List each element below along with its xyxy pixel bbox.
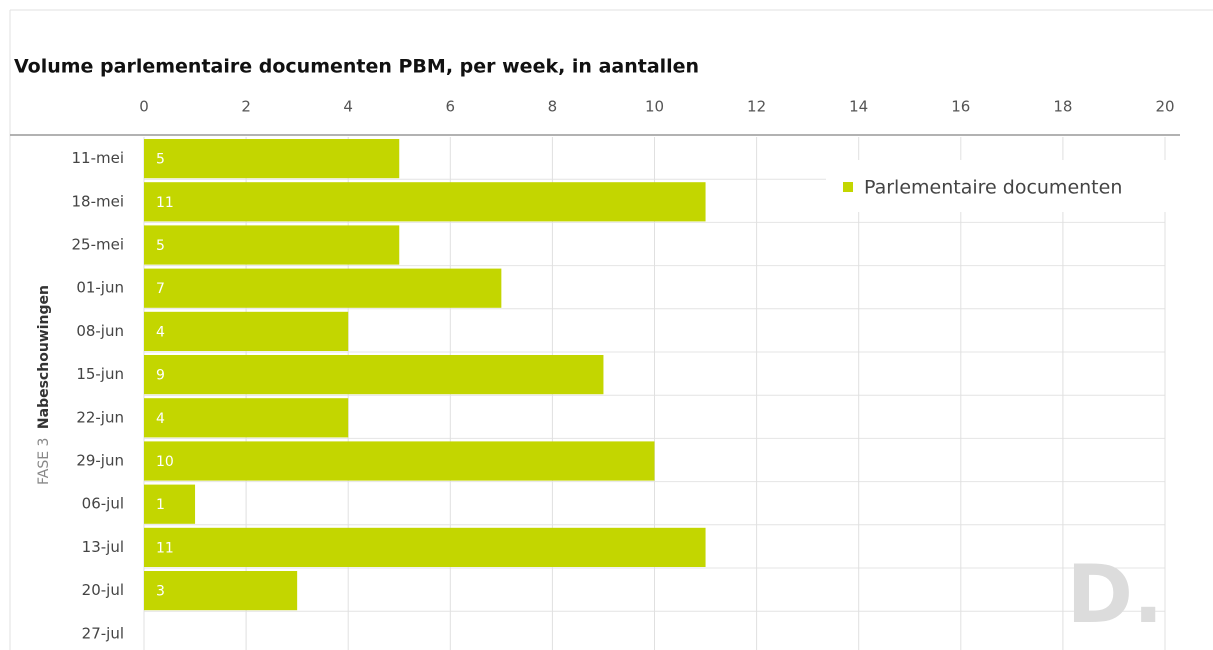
value-label: 10 bbox=[156, 454, 174, 470]
y-tick-label: 15-jun bbox=[76, 365, 124, 383]
x-tick-label: 6 bbox=[446, 98, 456, 116]
y-tick-label: 18-mei bbox=[71, 192, 124, 210]
y-tick-label: 27-jul bbox=[82, 624, 124, 642]
y-tick-label: 08-jun bbox=[76, 322, 124, 340]
bar bbox=[144, 441, 655, 481]
x-tick-label: 12 bbox=[747, 98, 766, 116]
y-tick-label: 13-jul bbox=[82, 538, 124, 556]
x-tick-label: 2 bbox=[241, 98, 251, 116]
value-label: 4 bbox=[156, 411, 165, 427]
value-label: 0 bbox=[156, 627, 165, 643]
bar bbox=[144, 182, 706, 222]
x-tick-label: 20 bbox=[1155, 98, 1174, 116]
legend-box bbox=[826, 160, 1170, 212]
y-axis-label: FASE 3 Nabeschouwingen bbox=[36, 285, 52, 485]
y-tick-label: 20-jul bbox=[82, 581, 124, 599]
y-tick-label: 01-jun bbox=[76, 279, 124, 297]
value-label: 5 bbox=[156, 152, 165, 168]
value-label: 9 bbox=[156, 368, 165, 384]
y-tick-label: 25-mei bbox=[71, 236, 124, 254]
bar bbox=[144, 268, 502, 308]
x-tick-label: 10 bbox=[645, 98, 664, 116]
bar bbox=[144, 355, 604, 395]
phase-name: Nabeschouwingen bbox=[36, 285, 52, 429]
chart-title: Volume parlementaire documenten PBM, per… bbox=[14, 56, 699, 78]
bar bbox=[144, 311, 349, 351]
legend-marker bbox=[843, 182, 853, 192]
legend-label: Parlementaire documenten bbox=[864, 177, 1122, 199]
legend: Parlementaire documenten bbox=[826, 160, 1170, 212]
value-label: 3 bbox=[156, 584, 165, 600]
value-label: 11 bbox=[156, 540, 174, 556]
bar bbox=[144, 571, 298, 611]
y-tick-label: 22-jun bbox=[76, 408, 124, 426]
x-tick-label: 18 bbox=[1053, 98, 1072, 116]
value-label: 4 bbox=[156, 324, 165, 340]
y-tick-label: 06-jul bbox=[82, 495, 124, 513]
x-tick-label: 16 bbox=[951, 98, 970, 116]
value-label: 7 bbox=[156, 281, 165, 297]
phase-label: FASE 3 bbox=[36, 438, 52, 485]
bar bbox=[144, 225, 400, 265]
x-tick-label: 8 bbox=[548, 98, 558, 116]
value-label: 11 bbox=[156, 195, 174, 211]
x-tick-label: 14 bbox=[849, 98, 868, 116]
watermark: D. bbox=[1067, 548, 1164, 641]
y-tick-label: 11-mei bbox=[71, 149, 124, 167]
y-tick-label: 29-jun bbox=[76, 452, 124, 470]
bar bbox=[144, 484, 196, 524]
bar bbox=[144, 398, 349, 438]
value-label: 1 bbox=[156, 497, 165, 513]
bar bbox=[144, 527, 706, 567]
value-label: 5 bbox=[156, 238, 165, 254]
x-tick-label: 4 bbox=[343, 98, 353, 116]
x-tick-label: 0 bbox=[139, 98, 149, 116]
bar bbox=[144, 139, 400, 179]
